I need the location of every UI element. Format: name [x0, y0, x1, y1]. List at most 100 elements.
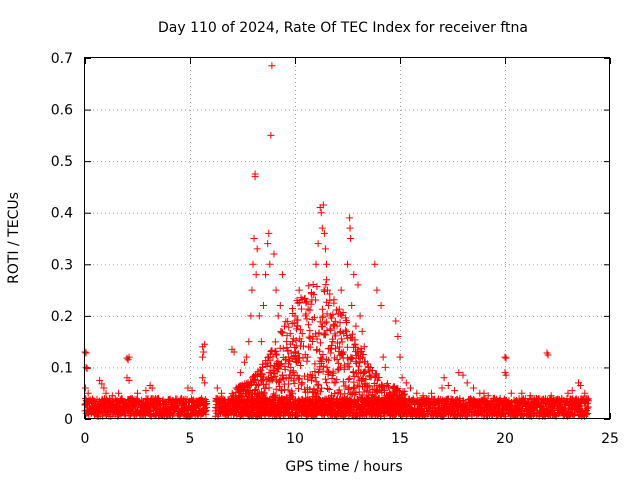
data-point [265, 229, 273, 237]
data-point [484, 392, 492, 400]
data-point [320, 397, 328, 405]
data-point [271, 338, 279, 346]
data-point [301, 294, 309, 302]
data-point [399, 410, 407, 418]
data-point [394, 401, 402, 409]
data-point [308, 337, 316, 345]
data-point [303, 357, 311, 365]
data-point [316, 339, 324, 347]
data-point [402, 379, 410, 387]
data-point [547, 392, 555, 400]
data-point [407, 384, 414, 392]
data-point [319, 405, 327, 413]
data-point [319, 201, 327, 209]
data-point [281, 365, 289, 373]
data-point [333, 322, 341, 330]
data-point [367, 373, 375, 381]
data-point [564, 389, 572, 397]
data-point [339, 309, 347, 317]
x-axis-label: GPS time / hours [285, 459, 402, 475]
data-point [335, 305, 343, 313]
data-point [379, 353, 387, 361]
data-point [325, 386, 333, 394]
y-axis-label: ROTI / TECUs [6, 192, 22, 284]
data-point [266, 356, 274, 364]
data-point [314, 396, 322, 404]
data-point [347, 405, 355, 413]
data-point [236, 402, 244, 410]
data-point [253, 245, 261, 253]
data-point [243, 353, 251, 361]
data-point [255, 312, 263, 320]
data-point [311, 360, 319, 368]
data-point [583, 394, 591, 402]
data-point [378, 381, 386, 389]
y-tick-label: 0.5 [51, 154, 73, 170]
x-tick-label: 25 [601, 431, 619, 447]
data-point [82, 363, 90, 371]
data-point [383, 380, 391, 388]
data-point [356, 312, 364, 320]
data-point [428, 389, 435, 397]
data-point [298, 379, 306, 387]
data-point [369, 367, 377, 375]
data-point [281, 407, 289, 415]
data-point [327, 349, 335, 357]
data-point [568, 387, 576, 395]
data-point [354, 281, 362, 289]
data-point [283, 338, 291, 346]
data-point [375, 373, 383, 381]
data-point [272, 286, 280, 294]
data-point [96, 376, 104, 384]
data-point [295, 286, 303, 294]
data-point [491, 394, 498, 402]
data-point [312, 296, 320, 304]
data-point [234, 408, 242, 416]
data-point [346, 375, 354, 383]
data-point [326, 409, 334, 417]
y-tick-label: 0.4 [51, 206, 73, 222]
data-point [327, 391, 335, 399]
data-point [455, 369, 463, 377]
data-point [349, 384, 357, 392]
data-point [321, 287, 329, 295]
data-point [381, 363, 389, 371]
data-point [336, 328, 344, 336]
data-point [277, 408, 285, 416]
data-point [324, 367, 332, 375]
data-point [344, 395, 352, 403]
data-point [291, 312, 299, 320]
data-point [368, 409, 376, 417]
data-point [98, 380, 106, 388]
data-point [544, 351, 552, 359]
data-point [363, 387, 371, 395]
data-point [250, 376, 258, 384]
data-point [326, 325, 334, 333]
data-point [305, 333, 313, 341]
data-point [365, 368, 373, 376]
data-point [470, 384, 477, 392]
data-point [305, 321, 313, 329]
data-point [316, 347, 324, 355]
x-axis-tick-labels: 0 5 10 15 20 25 [81, 431, 619, 447]
data-point [306, 306, 314, 314]
data-point [310, 291, 318, 299]
data-point [330, 320, 338, 328]
data-point [314, 403, 322, 411]
data-point [352, 370, 360, 378]
data-point [581, 389, 589, 397]
data-point [320, 362, 328, 370]
data-point [459, 371, 467, 379]
data-point [269, 353, 277, 361]
data-point [413, 389, 421, 397]
data-point [260, 393, 268, 401]
data-point [252, 386, 260, 394]
data-point [275, 365, 283, 373]
data-point [365, 382, 373, 390]
data-point [267, 131, 275, 139]
data-point [584, 410, 592, 418]
data-point [350, 383, 358, 391]
y-tick-label: 0.6 [51, 103, 73, 119]
data-point [254, 392, 262, 400]
data-point [258, 377, 266, 385]
